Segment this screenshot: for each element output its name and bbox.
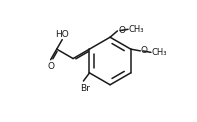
Text: Br: Br	[80, 84, 90, 93]
Text: O: O	[47, 61, 54, 71]
Text: HO: HO	[56, 30, 69, 39]
Text: CH₃: CH₃	[152, 48, 167, 57]
Text: O: O	[118, 26, 125, 35]
Text: O: O	[141, 46, 148, 55]
Text: CH₃: CH₃	[129, 25, 144, 34]
